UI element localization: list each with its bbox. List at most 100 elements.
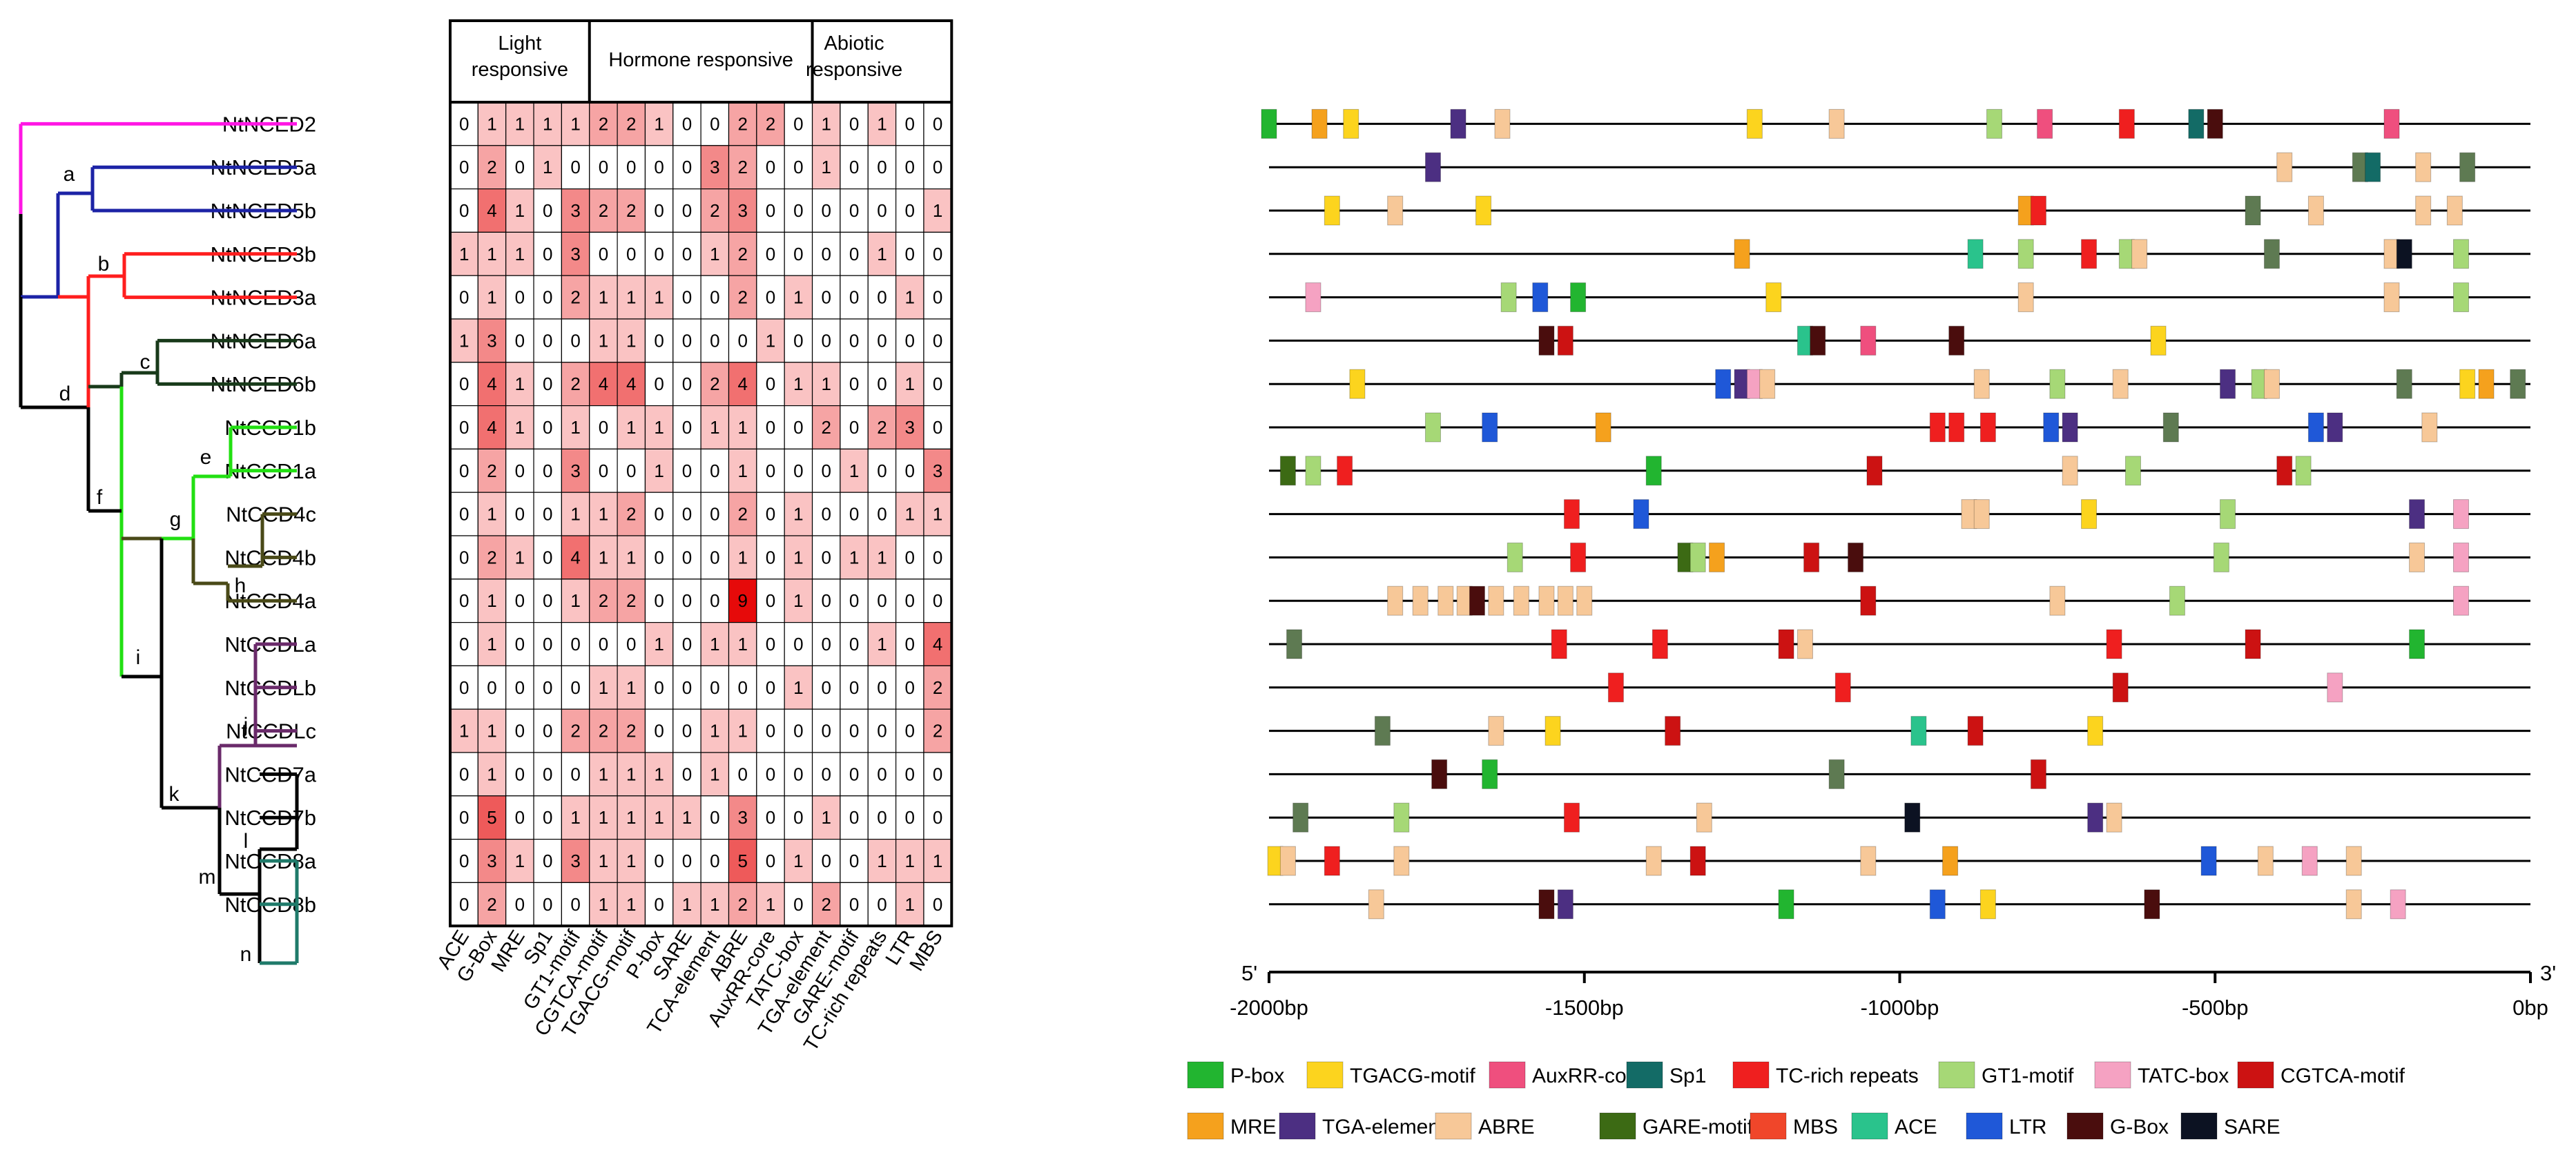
heatmap-value: 1 xyxy=(459,244,469,264)
heatmap-value: 0 xyxy=(543,894,552,915)
heatmap-value: 0 xyxy=(849,200,859,221)
motif-box xyxy=(1689,542,1706,572)
heatmap-cell xyxy=(895,838,924,883)
heatmap-cell xyxy=(672,448,701,493)
heatmap-value: 3 xyxy=(570,851,580,871)
legend-swatch xyxy=(1279,1112,1316,1140)
heatmap-cell xyxy=(533,275,562,320)
heatmap-value: 1 xyxy=(654,807,664,828)
heatmap-cell xyxy=(561,752,590,797)
legend-swatch xyxy=(2180,1112,2218,1140)
heatmap-value: 1 xyxy=(877,547,887,568)
heatmap-value: 0 xyxy=(515,504,525,525)
heatmap-value: 1 xyxy=(710,894,719,915)
heatmap-value: 0 xyxy=(793,634,803,654)
heatmap-cell xyxy=(617,579,646,623)
motif-box xyxy=(1967,716,1984,746)
motif-box xyxy=(2200,846,2217,876)
heatmap-value: 1 xyxy=(487,764,496,784)
heatmap-cell xyxy=(561,535,590,580)
heatmap-cell xyxy=(561,188,590,233)
heatmap-cell xyxy=(895,362,924,407)
heatmap-value: 3 xyxy=(933,460,942,481)
motif-box xyxy=(1469,585,1485,616)
heatmap-value: 0 xyxy=(766,287,775,308)
heatmap-value: 1 xyxy=(487,634,496,654)
heatmap-value: 0 xyxy=(905,721,915,741)
heatmap-cell xyxy=(644,275,674,320)
heatmap-value: 1 xyxy=(543,113,552,134)
motif-box xyxy=(2220,369,2236,399)
heatmap-value: 1 xyxy=(599,677,608,698)
motif-box xyxy=(1425,152,1442,182)
heatmap-value: 0 xyxy=(570,157,580,177)
heatmap-value: 1 xyxy=(515,547,525,568)
heatmap-value: 0 xyxy=(710,287,719,308)
heatmap-value: 4 xyxy=(570,547,580,568)
motif-box xyxy=(1482,759,1498,789)
heatmap-value: 0 xyxy=(793,113,803,134)
motif-box xyxy=(2453,239,2470,269)
legend-label: TATC-box xyxy=(2138,1065,2229,1087)
tree-node-label: c xyxy=(140,351,151,374)
motif-box xyxy=(2030,195,2046,226)
heatmap-cell xyxy=(811,882,841,927)
heatmap-cell xyxy=(728,231,757,276)
tree-node-label: h xyxy=(235,574,246,597)
heatmap-value: 0 xyxy=(682,547,692,568)
heatmap-value: 3 xyxy=(737,200,747,221)
heatmap-cell xyxy=(617,362,646,407)
heatmap-value: 3 xyxy=(487,330,496,351)
heatmap-value: 0 xyxy=(654,894,664,915)
heatmap-cell xyxy=(784,492,813,536)
heatmap-value: 0 xyxy=(459,764,469,784)
heatmap-value: 2 xyxy=(766,113,775,134)
heatmap-value: 1 xyxy=(654,287,664,308)
motif-box xyxy=(2207,108,2223,139)
heatmap-value: 0 xyxy=(766,677,775,698)
heatmap-cell xyxy=(784,405,813,449)
heatmap-value: 2 xyxy=(487,547,496,568)
heatmap-value: 0 xyxy=(821,764,831,784)
heatmap-value: 0 xyxy=(543,504,552,525)
heatmap-value: 3 xyxy=(737,807,747,828)
heatmap-value: 0 xyxy=(905,807,915,828)
heatmap-cell xyxy=(533,492,562,536)
heatmap-value: 0 xyxy=(543,417,552,438)
heatmap-value: 1 xyxy=(626,677,636,698)
tree-node-label: d xyxy=(59,382,71,405)
heatmap-cell xyxy=(728,752,757,797)
legend-swatch xyxy=(1306,1061,1344,1089)
heatmap-cell xyxy=(756,492,785,536)
heatmap-cell xyxy=(811,492,841,536)
motif-box xyxy=(1563,802,1580,833)
heatmap-cell xyxy=(589,275,618,320)
heatmap-value: 0 xyxy=(766,460,775,481)
motif-box xyxy=(2144,889,2160,920)
heatmap-value: 1 xyxy=(793,287,803,308)
heatmap-value: 0 xyxy=(599,634,608,654)
heatmap-value: 0 xyxy=(793,807,803,828)
heatmap-cell xyxy=(644,621,674,666)
heatmap-cell xyxy=(867,492,897,536)
heatmap-cell xyxy=(589,492,618,536)
heatmap-cell xyxy=(784,362,813,407)
heatmap-value: 3 xyxy=(570,460,580,481)
heatmap-value: 1 xyxy=(487,113,496,134)
heatmap-value: 0 xyxy=(682,590,692,611)
motif-box xyxy=(1279,846,1296,876)
motif-box xyxy=(1349,369,1366,399)
heatmap-value: 0 xyxy=(821,200,831,221)
motif-box xyxy=(1305,456,1321,486)
heatmap-group-label: responsive xyxy=(806,59,902,81)
heatmap-value: 1 xyxy=(459,330,469,351)
heatmap-cell xyxy=(589,665,618,710)
heatmap-value: 1 xyxy=(793,374,803,394)
heatmap-value: 1 xyxy=(626,417,636,438)
heatmap-value: 1 xyxy=(793,504,803,525)
heatmap-cell xyxy=(477,362,507,407)
heatmap-cell xyxy=(840,318,869,363)
motif-box xyxy=(1412,585,1429,616)
heatmap-value: 0 xyxy=(821,721,831,741)
heatmap-value: 0 xyxy=(793,330,803,351)
